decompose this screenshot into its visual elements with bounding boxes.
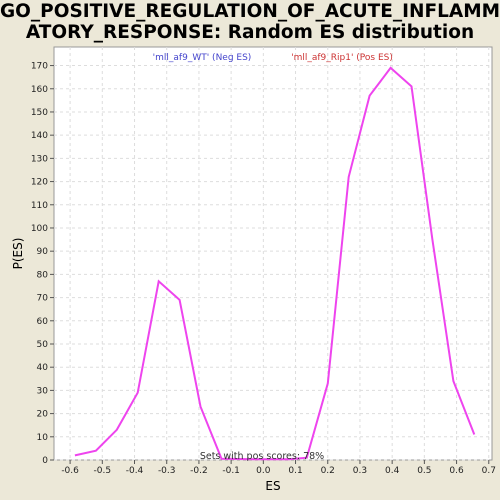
y-tick-label: 100 (31, 224, 48, 234)
x-tick-label: 0.4 (385, 466, 400, 476)
x-tick-label: -0.6 (61, 466, 79, 476)
y-tick-label: 150 (31, 108, 48, 118)
x-tick-label: 0.5 (417, 466, 431, 476)
y-tick-label: 140 (31, 131, 48, 141)
y-tick-label: 40 (37, 363, 49, 373)
y-tick-label: 70 (37, 294, 49, 304)
x-tick-label: 0.2 (321, 466, 335, 476)
x-tick-label: -0.5 (94, 466, 112, 476)
y-tick-label: 130 (31, 154, 48, 164)
y-tick-label: 10 (37, 433, 49, 443)
chart-title: GO_POSITIVE_REGULATION_OF_ACUTE_INFLAMM … (0, 1, 500, 43)
plot-area (53, 46, 493, 461)
x-tick-label: -0.2 (190, 466, 208, 476)
y-tick-label: 170 (31, 62, 48, 72)
y-tick-label: 120 (31, 178, 48, 188)
axes: -0.6 -0.5 -0.4 -0.3 -0.2 -0.1 0.0 0.1 0.2 0.3 0.4 0… (31, 62, 496, 476)
y-tick-label: 20 (37, 410, 49, 420)
x-tick-label: -0.4 (126, 466, 144, 476)
y-tick-label: 90 (37, 247, 49, 257)
y-tick-label: 110 (31, 201, 48, 211)
y-tick-label: 30 (37, 386, 49, 396)
y-tick-label: 50 (37, 340, 49, 350)
y-axis-label: P(ES) (11, 238, 25, 270)
x-tick-label: 0.6 (449, 466, 464, 476)
x-tick-label: 0.1 (288, 466, 302, 476)
x-tick-label: 0.7 (482, 466, 496, 476)
y-tick-label: 160 (31, 85, 48, 95)
x-tick-label: 0.0 (256, 466, 271, 476)
legend-entry: 'mll_af9_Rip1' (Pos ES) (291, 53, 393, 63)
y-tick-label: 80 (37, 270, 49, 280)
y-tick-label: 0 (42, 456, 48, 466)
chart-title-line-1: GO_POSITIVE_REGULATION_OF_ACUTE_INFLAMM (0, 1, 500, 22)
x-tick-label: -0.1 (222, 466, 240, 476)
x-tick-label: 0.3 (353, 466, 367, 476)
legend: 'mll_af9_WT' (Neg ES) 'mll_af9_Rip1' (Pos… (153, 53, 393, 63)
y-tick-label: 60 (37, 317, 49, 327)
chart-title-line-2: ATORY_RESPONSE: Random ES distribution (25, 22, 475, 43)
x-tick-label: -0.3 (158, 466, 176, 476)
pos-scores-annotation: Sets with pos scores: 78% (200, 451, 324, 462)
es-distribution-line (74, 66, 476, 461)
legend-entry: 'mll_af9_WT' (Neg ES) (153, 53, 252, 63)
grid (54, 47, 492, 461)
x-axis-label: ES (265, 479, 280, 493)
